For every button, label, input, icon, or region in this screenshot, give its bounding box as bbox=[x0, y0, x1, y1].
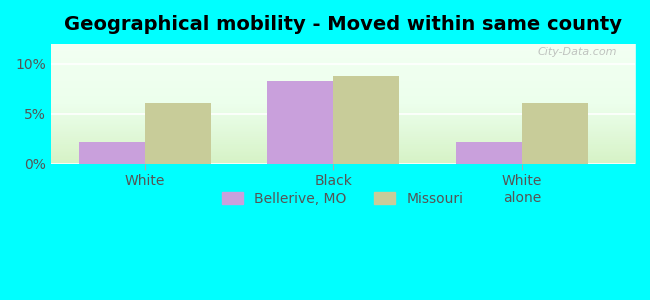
Text: City-Data.com: City-Data.com bbox=[538, 47, 617, 58]
Bar bbox=[456, 142, 522, 164]
Bar bbox=[522, 103, 588, 164]
Bar bbox=[333, 76, 399, 164]
Legend: Bellerive, MO, Missouri: Bellerive, MO, Missouri bbox=[216, 186, 469, 211]
Title: Geographical mobility - Moved within same county: Geographical mobility - Moved within sam… bbox=[64, 15, 622, 34]
Bar bbox=[145, 103, 211, 164]
Bar bbox=[267, 81, 333, 164]
Bar bbox=[79, 142, 145, 164]
